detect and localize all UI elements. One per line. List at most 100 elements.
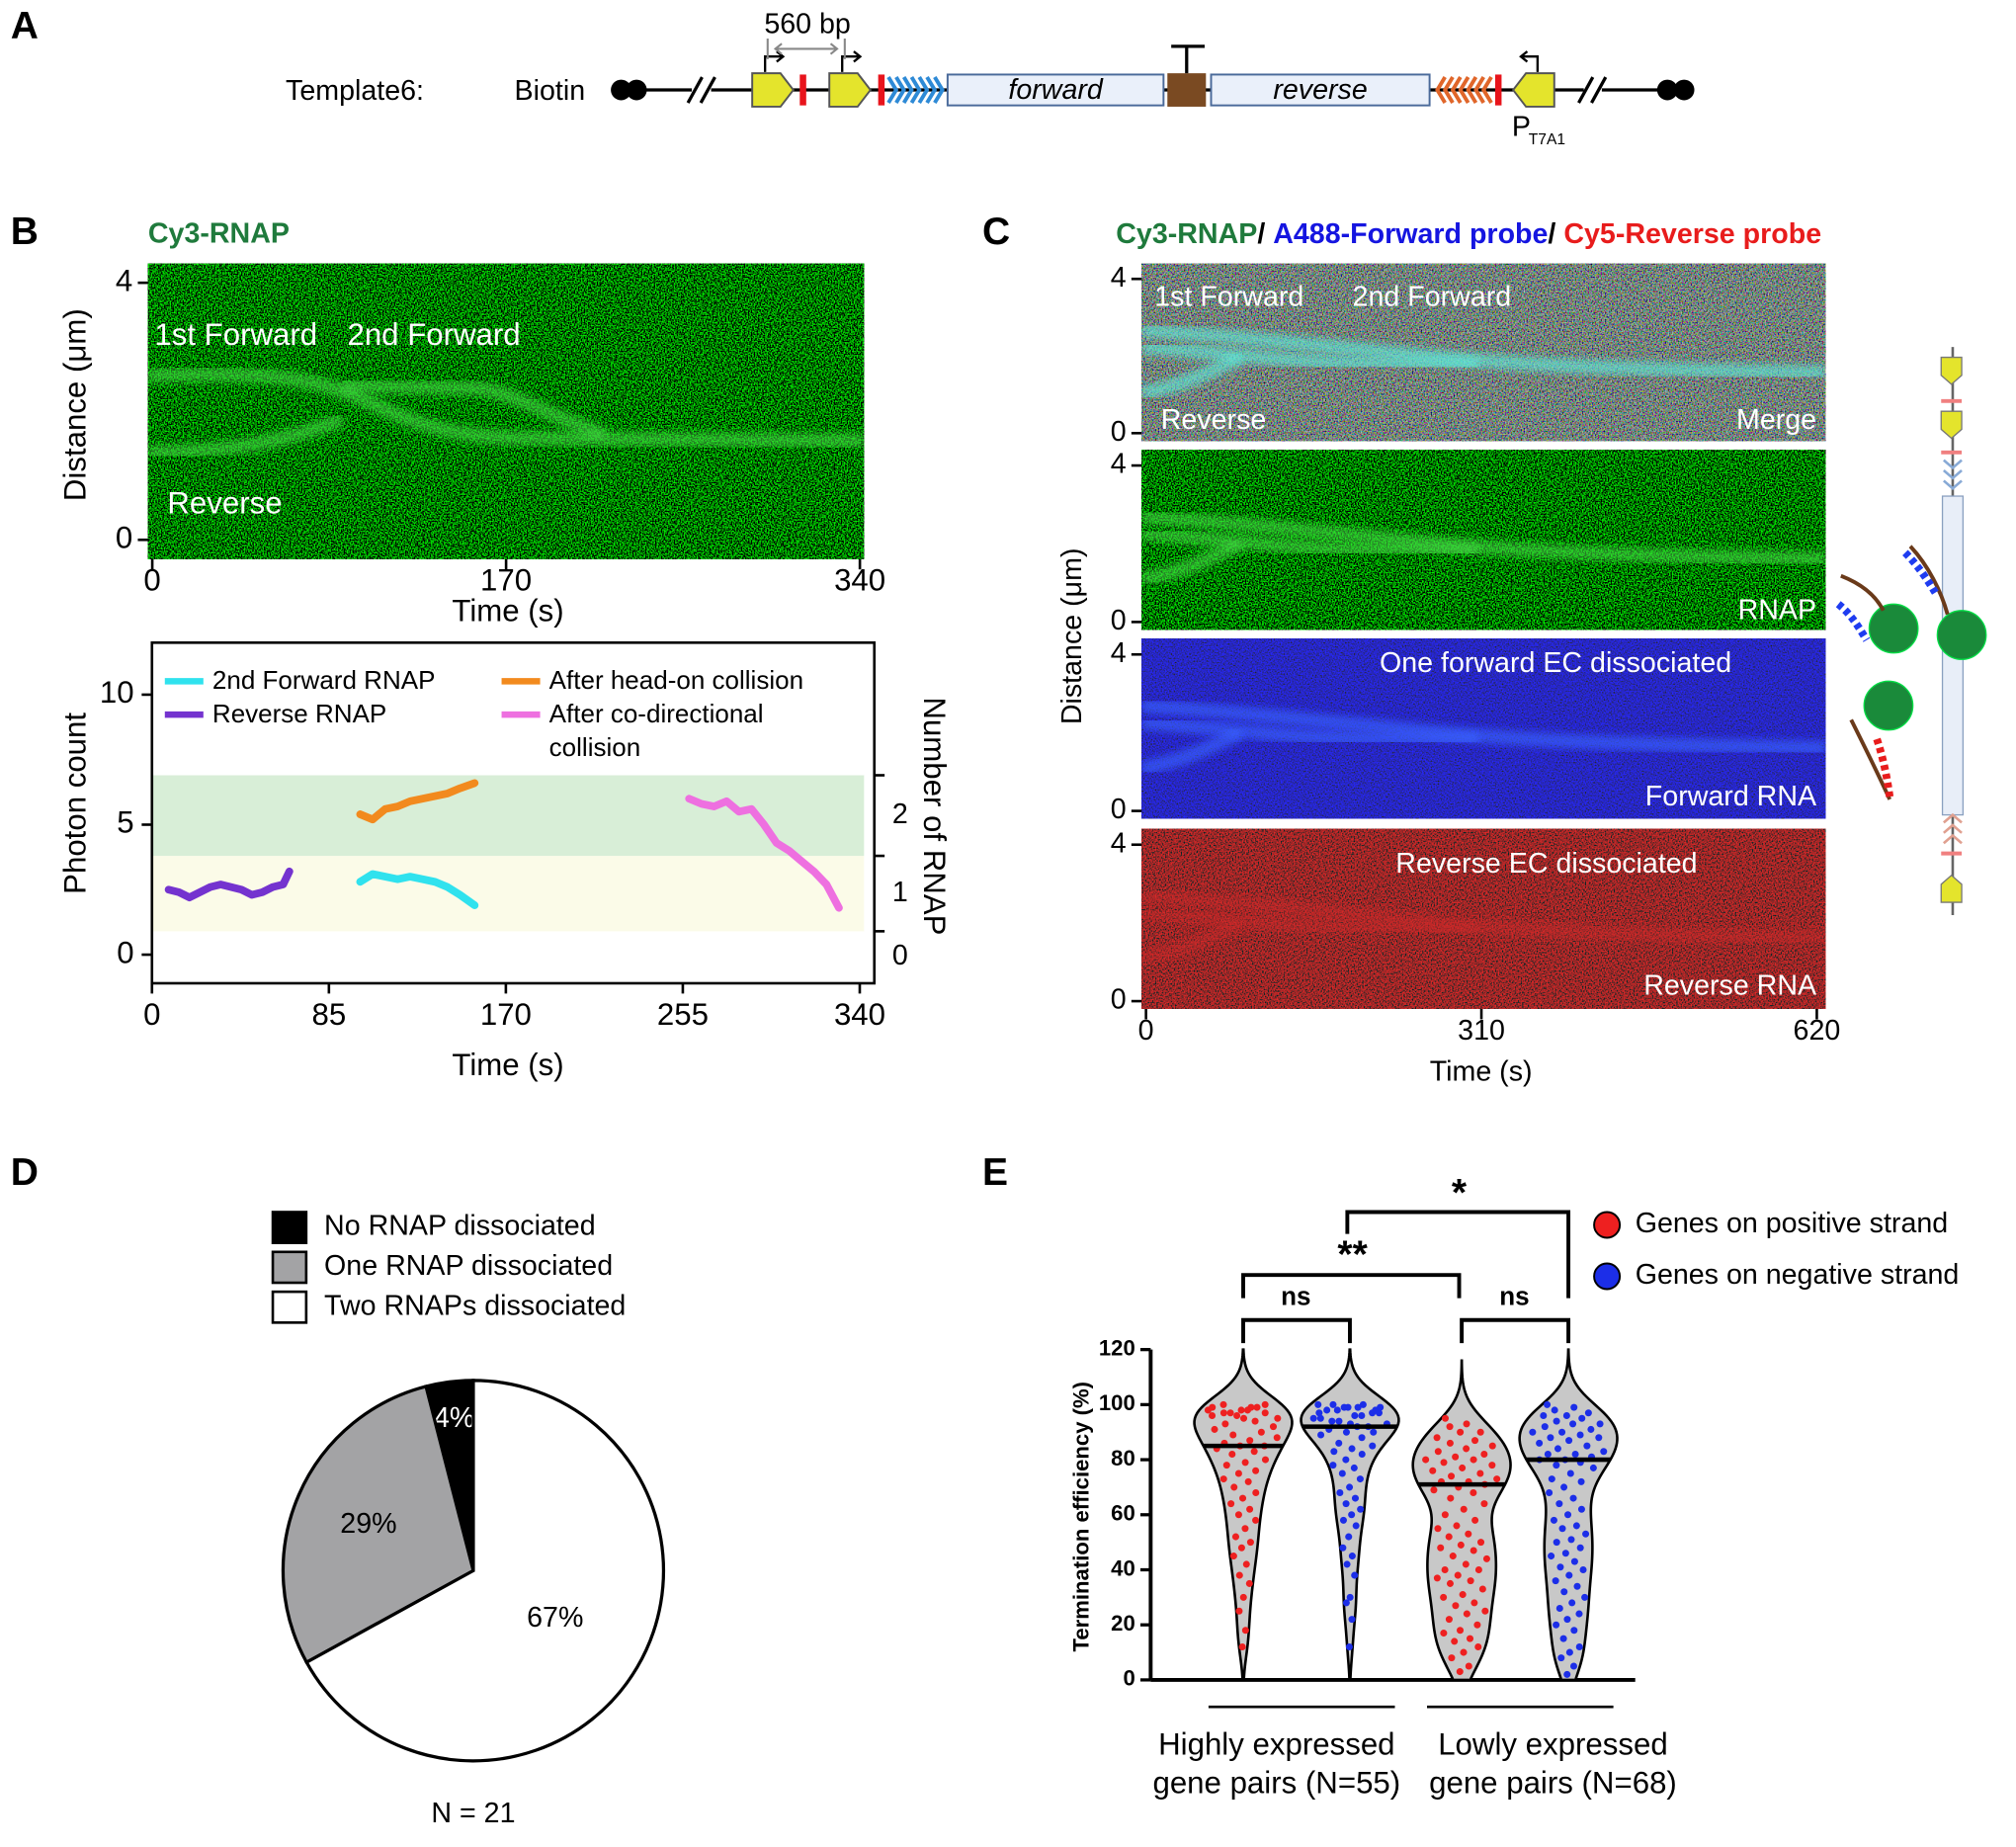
y-tick-label: 0 <box>1123 1666 1134 1691</box>
data-point <box>1422 1456 1430 1464</box>
data-point <box>1336 1488 1344 1497</box>
data-point <box>1548 1475 1555 1483</box>
legend-label: Two RNAPs dissociated <box>324 1290 626 1321</box>
data-point <box>1555 1500 1563 1508</box>
terminator-bar <box>1494 74 1502 106</box>
y-tick-label: 0 <box>117 935 133 969</box>
plot-frame <box>150 641 877 985</box>
data-point <box>1555 1604 1563 1613</box>
y-axis-label: Photon count <box>58 713 93 894</box>
cartoon-rnap <box>1868 603 1919 654</box>
gene-label: reverse <box>1273 74 1367 106</box>
legend-marker <box>1593 1211 1622 1239</box>
group-label: Lowly expressed gene pairs (N=68) <box>1429 1727 1677 1801</box>
terminator-bar <box>799 74 806 106</box>
promoter <box>1511 72 1555 108</box>
data-point <box>1377 1403 1385 1411</box>
panel-label: C <box>982 210 1010 253</box>
y2-tick-label: 2 <box>892 798 908 830</box>
data-point <box>1252 1516 1260 1524</box>
data-point <box>1600 1448 1608 1456</box>
data-point <box>1358 1434 1366 1442</box>
kymograph-noise <box>147 263 865 559</box>
series-line <box>685 795 843 912</box>
y-axis-label: Termination efficiency (%) <box>1068 1382 1093 1652</box>
kymograph-label: Forward RNA <box>1645 781 1817 812</box>
data-point <box>1553 1417 1560 1425</box>
significance-label: ns <box>1499 1282 1529 1311</box>
data-point <box>1568 1599 1576 1607</box>
y-tick-label: 4 <box>1111 827 1127 859</box>
data-point <box>1558 1525 1566 1533</box>
pie-label: 29% <box>340 1508 396 1540</box>
y-tick-label: 4 <box>1111 262 1127 294</box>
data-point <box>1571 1450 1579 1459</box>
data-point <box>1246 1505 1254 1513</box>
y-tick-label: 20 <box>1111 1611 1135 1636</box>
y2-tick-label: 1 <box>892 877 908 908</box>
pie-slice <box>281 1384 475 1665</box>
series-line <box>164 867 294 902</box>
legend-label-text: After co-directional collision <box>548 700 764 763</box>
data-point <box>1570 1557 1578 1565</box>
data-point <box>1433 1574 1441 1582</box>
data-point <box>1343 1560 1351 1568</box>
data-point <box>1465 1662 1472 1670</box>
data-point <box>1452 1453 1460 1461</box>
data-point <box>1257 1428 1265 1436</box>
data-point <box>1544 1450 1552 1459</box>
data-point <box>1239 1593 1247 1601</box>
data-point <box>1352 1522 1360 1530</box>
cartoon-rna <box>1840 545 1950 800</box>
panel-label: B <box>11 210 39 253</box>
data-point <box>1463 1445 1470 1453</box>
data-point <box>1333 1406 1341 1414</box>
data-point <box>1430 1486 1438 1494</box>
data-point <box>1457 1428 1465 1436</box>
data-point <box>1233 1411 1241 1420</box>
data-point <box>1449 1553 1457 1560</box>
data-point <box>1314 1400 1322 1408</box>
data-point <box>1575 1610 1583 1618</box>
x-axis-label: Time (s) <box>452 1048 563 1082</box>
data-point <box>1470 1488 1477 1497</box>
panel-title: Cy3-RNAP <box>148 218 290 250</box>
data-point <box>1234 1469 1242 1477</box>
kymograph-track <box>1141 323 1826 380</box>
cartoon-terminator <box>1941 398 1963 856</box>
data-point <box>1529 1428 1537 1436</box>
data-point <box>1572 1522 1580 1530</box>
data-point <box>1246 1539 1254 1547</box>
data-point <box>1577 1477 1585 1485</box>
cartoon-probe <box>1873 737 1894 798</box>
legend-label: After co-directional collision <box>548 700 764 763</box>
data-point <box>1579 1565 1587 1574</box>
data-point <box>1235 1607 1243 1615</box>
data-point <box>1463 1610 1470 1618</box>
data-point <box>1329 1400 1337 1408</box>
data-point <box>1474 1565 1482 1574</box>
data-point <box>1544 1400 1552 1408</box>
data-point <box>1482 1554 1490 1562</box>
kymograph-tracks <box>1141 509 1826 587</box>
y-tick-label: 80 <box>1111 1446 1135 1470</box>
biotin-dot <box>1673 79 1695 101</box>
gene-label: forward <box>1008 74 1103 106</box>
promoter-subscript: T7A1 <box>1529 131 1565 148</box>
data-point <box>1209 1411 1217 1420</box>
legend-label: 2nd Forward RNAP <box>212 667 436 696</box>
kymograph-track <box>1141 537 1244 587</box>
data-point <box>1567 1536 1575 1544</box>
data-point <box>1556 1563 1564 1571</box>
y-tick-label: 4 <box>116 263 132 297</box>
kymograph-track <box>1141 916 1244 966</box>
data-point <box>1369 1409 1377 1417</box>
kymograph-track <box>342 378 607 442</box>
data-point <box>1565 1571 1573 1579</box>
legend-swatch <box>271 1250 308 1285</box>
data-point <box>1445 1533 1453 1541</box>
title-part: Cy3-RNAP <box>1116 218 1257 250</box>
data-point <box>1342 1500 1350 1508</box>
data-point <box>1222 1462 1230 1469</box>
